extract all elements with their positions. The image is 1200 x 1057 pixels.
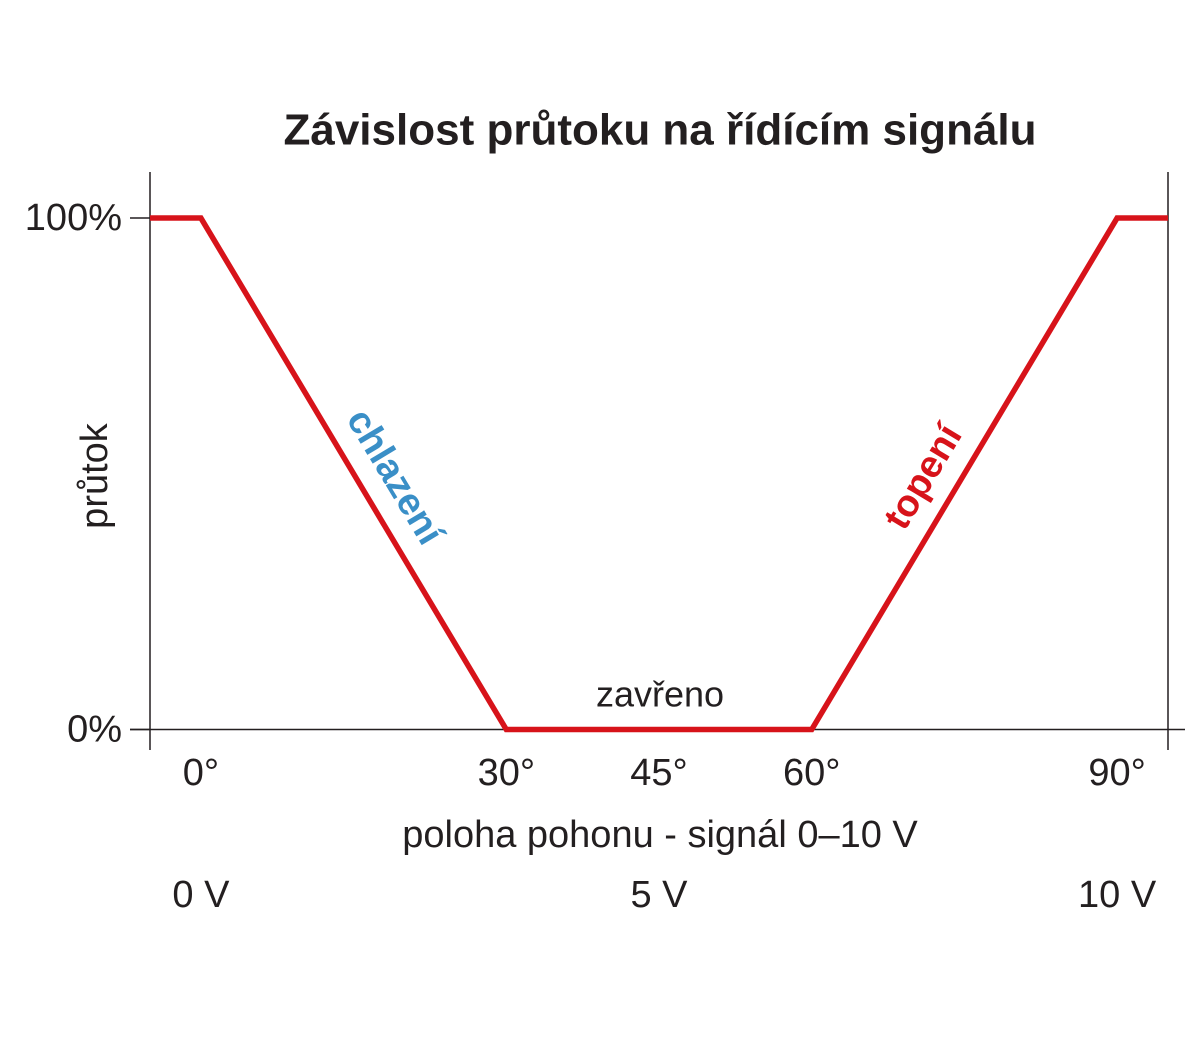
data-line bbox=[150, 215, 1168, 733]
annotation: zavřeno bbox=[596, 674, 724, 715]
x-tick-label: 60° bbox=[783, 752, 840, 794]
x-tick-label: 0° bbox=[183, 752, 219, 794]
x-axis-label: poloha pohonu - signál 0–10 V bbox=[402, 814, 918, 856]
x-tick-label: 90° bbox=[1088, 752, 1145, 794]
y-axis-label: průtok bbox=[74, 422, 116, 529]
y-tick-label: 0% bbox=[67, 709, 122, 751]
x-tick-label: 45° bbox=[630, 752, 687, 794]
x2-tick-label: 10 V bbox=[1078, 874, 1157, 916]
x2-tick-label: 5 V bbox=[630, 874, 688, 916]
x-tick-label: 30° bbox=[478, 752, 535, 794]
chart-title: Závislost průtoku na řídícím signálu bbox=[283, 106, 1036, 155]
y-tick-label: 100% bbox=[25, 197, 122, 239]
x2-tick-label: 0 V bbox=[172, 874, 230, 916]
annotation: topení bbox=[876, 416, 971, 537]
